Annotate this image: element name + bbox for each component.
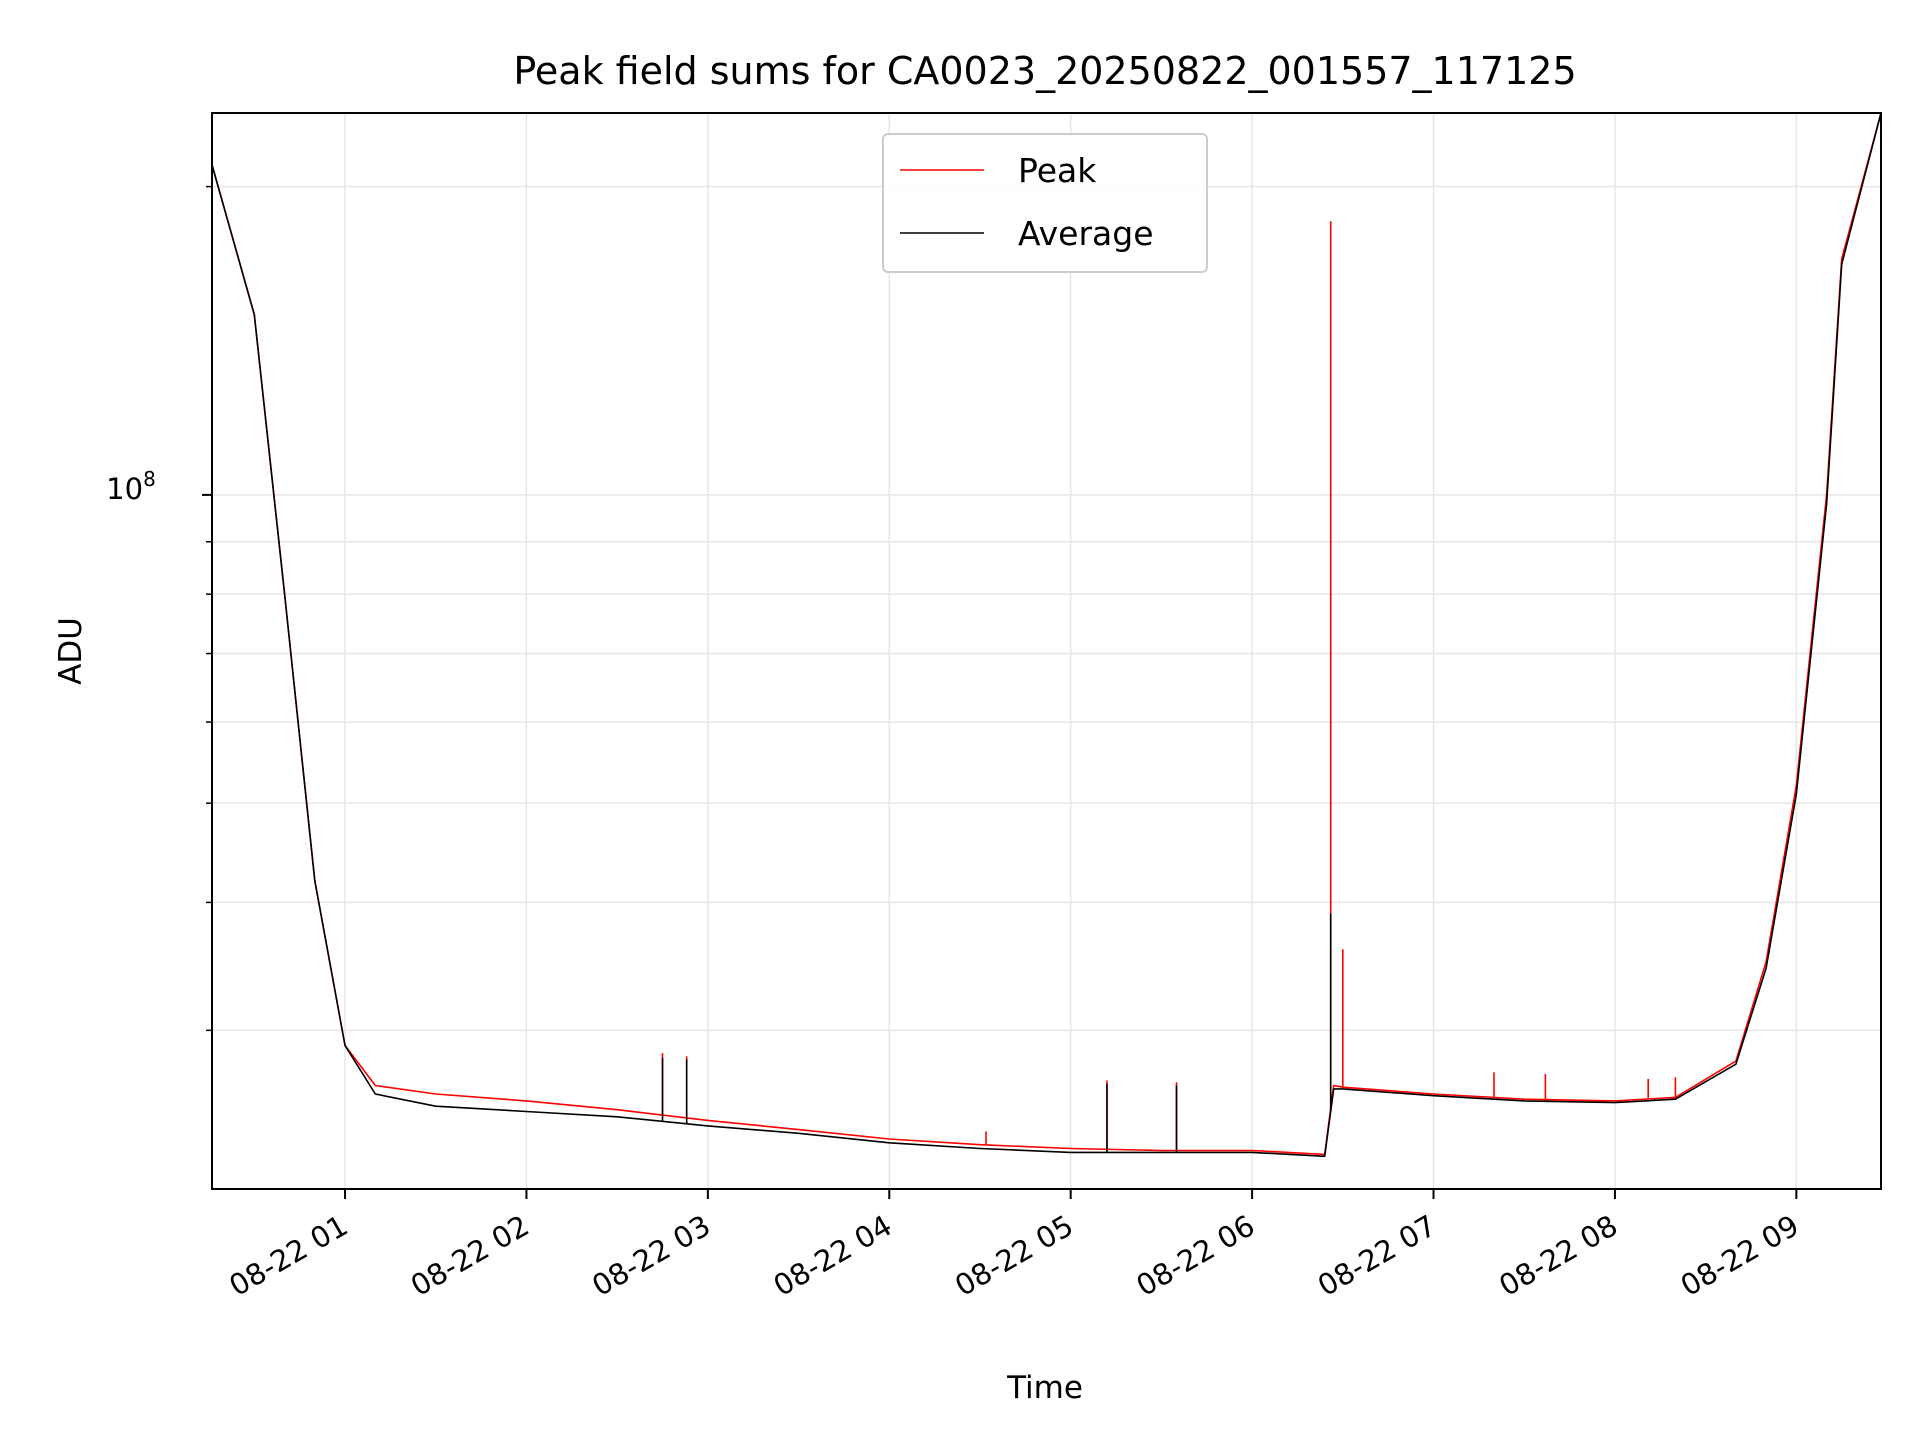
y-tick-label-major: 108 <box>106 467 156 506</box>
y-tick-label-exponent: 8 <box>143 467 156 491</box>
x-axis-title: Time <box>1006 1370 1083 1406</box>
y-tick-label-base: 10 <box>106 472 143 506</box>
series-line-average <box>211 112 1882 1158</box>
legend-average-label: Average <box>1018 214 1154 253</box>
y-axis-title: ADU <box>53 617 89 685</box>
series-layer <box>211 112 1882 1158</box>
legend-peak-label: Peak <box>1018 151 1097 190</box>
grid-layer <box>212 113 1881 1189</box>
legend: Peak Average <box>882 133 1208 273</box>
series-line-peak <box>211 112 1882 1156</box>
legend-box <box>882 133 1208 273</box>
chart-title: Peak field sums for CA0023_20250822_0015… <box>513 49 1576 93</box>
plot-frame <box>211 112 1882 1190</box>
